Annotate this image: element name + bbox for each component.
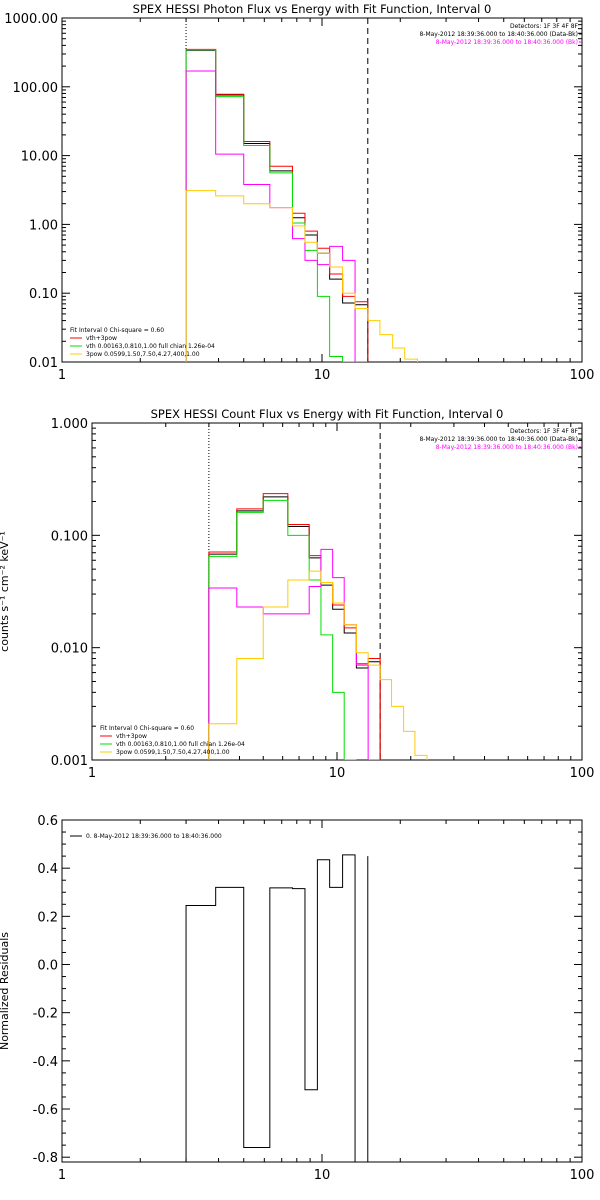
x-tick-label: 1	[58, 368, 66, 383]
y-tick-label: 1.00	[29, 218, 58, 233]
header-annotation: 8-May-2012 18:39:36.000 to 18:40:36.000 …	[419, 436, 578, 443]
y-tick-label: 100.00	[13, 81, 59, 96]
legend-entry: 0. 8-May-2012 18:39:36.000 to 18:40:36.0…	[86, 833, 222, 840]
legend-entry: Fit Interval 0 Chi-square = 0.60	[70, 327, 164, 334]
x-tick-label: 100	[570, 766, 595, 781]
header-annotation: 8-May-2012 18:39:36.000 to 18:40:36.000 …	[419, 31, 578, 38]
data-series-group	[185, 854, 369, 1162]
x-tick-label: 10	[329, 766, 346, 781]
y-tick-label: 0.6	[37, 814, 58, 829]
legend-entry: vth+3pow	[86, 335, 117, 342]
legend-entry: vth 0.00163,0.810,1.00 full chian 1.26e-…	[86, 343, 215, 350]
y-tick-label: 1000.00	[4, 12, 58, 27]
x-tick-label: 1	[58, 1168, 66, 1183]
chart-panel-1: SPEX HESSI Photon Flux vs Energy with Fi…	[4, 2, 594, 383]
x-tick-label: 100	[570, 368, 595, 383]
y-tick-label: 0.4	[37, 862, 58, 877]
legend-entry: 3pow 0.0599,1.50,7.50,4.27,400,1.00	[86, 351, 200, 358]
x-tick-label: 100	[570, 1168, 595, 1183]
series-line-1	[185, 49, 369, 362]
chart-title: SPEX HESSI Count Flux vs Energy with Fit…	[151, 407, 504, 421]
y-tick-label: 0.01	[29, 356, 58, 371]
header-annotation: 8-May-2012 18:39:36.000 to 18:40:36.000 …	[436, 444, 578, 451]
x-tick-label: 10	[314, 368, 331, 383]
header-annotation: Detectors: 1F 3F 4F 8F	[510, 23, 579, 30]
series-line-5	[185, 190, 419, 362]
chart-title: SPEX HESSI Photon Flux vs Energy with Fi…	[133, 2, 492, 16]
y-tick-label: -0.6	[33, 1103, 58, 1118]
series-line-1	[208, 496, 381, 760]
plot-frame	[91, 422, 583, 761]
series-line-4	[185, 70, 368, 362]
series-line-3	[208, 499, 357, 760]
legend-entry: Fit Interval 0 Chi-square = 0.60	[100, 725, 194, 732]
y-tick-label: 1.000	[51, 417, 88, 432]
series-line-4	[208, 548, 381, 760]
y-axis-label: Normalized Residuals	[0, 932, 11, 1050]
data-series-group	[208, 493, 428, 760]
chart-panel-3: Normalized Residuals 1 10 100 -0.8 -0.6 -0.4 -0…	[0, 814, 594, 1183]
legend-entry: vth 0.00163,0.810,1.00 full chian 1.26e-…	[116, 741, 245, 748]
y-tick-label: -0.8	[33, 1151, 58, 1166]
y-tick-label: 0.010	[51, 642, 88, 657]
x-tick-label: 1	[88, 766, 96, 781]
series-line-5	[208, 570, 428, 760]
y-tick-label: 0.2	[37, 910, 58, 925]
y-tick-label: 0.0	[37, 959, 58, 974]
y-tick-label: 10.00	[21, 150, 58, 165]
header-annotation: 8-May-2012 18:39:36.000 to 18:40:36.000 …	[436, 39, 578, 46]
series-line-3	[185, 49, 356, 362]
data-series-group	[185, 48, 419, 362]
y-tick-label: -0.4	[33, 1055, 58, 1070]
plot-frame	[61, 819, 583, 1163]
y-tick-label: 0.100	[51, 529, 88, 544]
x-tick-label: 10	[314, 1168, 331, 1183]
y-axis-label: counts s⁻¹ cm⁻² keV⁻¹	[0, 531, 11, 652]
legend-entry: 3pow 0.0599,1.50,7.50,4.27,400,1.00	[116, 749, 230, 756]
series-line-2	[208, 493, 381, 760]
series-line-2	[185, 48, 369, 362]
plot-frame	[61, 17, 583, 363]
y-tick-label: 0.10	[29, 287, 58, 302]
series-line-1	[185, 854, 369, 1162]
y-tick-label: 0.001	[51, 754, 88, 769]
header-annotation: Detectors: 1F 3F 4F 8F	[510, 428, 579, 435]
chart-panel-2: SPEX HESSI Count Flux vs Energy with Fit…	[0, 407, 594, 781]
y-tick-label: -0.2	[33, 1007, 58, 1022]
legend-entry: vth+3pow	[116, 733, 147, 740]
